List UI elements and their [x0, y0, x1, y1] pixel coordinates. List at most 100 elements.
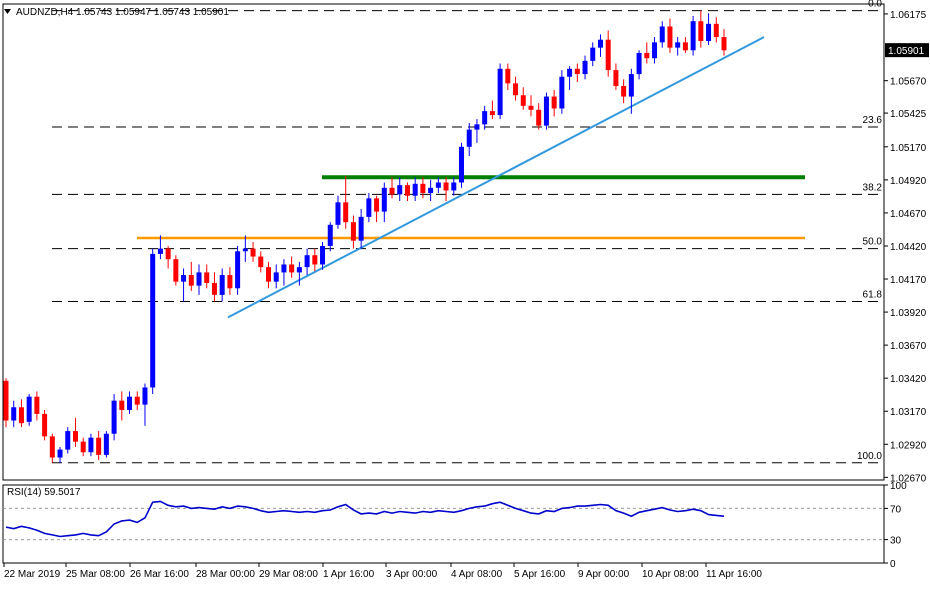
candle-body: [265, 267, 271, 282]
candle-body: [57, 449, 63, 458]
time-tick-label: 29 Mar 08:00: [259, 569, 318, 580]
price-tick-label: 1.04170: [890, 275, 927, 286]
time-tick-label: 4 Apr 08:00: [451, 569, 503, 580]
candle-body: [142, 387, 148, 405]
candle-body: [204, 272, 210, 283]
fib-level-label: 0.0: [868, 0, 882, 10]
candle-body: [644, 52, 650, 59]
rsi-pane[interactable]: 100 70 30 0: [2, 481, 907, 570]
candle-body: [250, 248, 256, 257]
support-resistance-lines: [137, 175, 805, 240]
fibonacci-levels: 0.0 23.6 38.2 50.0 61.8 100.0: [52, 0, 883, 464]
candle-body: [389, 187, 395, 195]
candle-body: [443, 182, 449, 191]
last-price-tag: [885, 43, 929, 58]
candle-body: [96, 437, 102, 455]
price-tick-label: 1.03170: [890, 407, 927, 418]
time-tick-label: 10 Apr 08:00: [642, 569, 699, 580]
candle-body: [505, 68, 511, 84]
candle-body: [304, 255, 310, 268]
candle-body: [706, 23, 712, 42]
time-tick-label: 11 Apr 16:00: [706, 569, 762, 580]
candle-body: [698, 21, 704, 42]
time-tick-label: 25 Mar 08:00: [66, 569, 125, 580]
candle-body: [227, 275, 233, 289]
fib-level-label: 50.0: [863, 237, 883, 248]
candle-body: [350, 222, 356, 241]
candle-body: [11, 407, 17, 421]
candle-body: [188, 275, 194, 286]
price-tick-label: 1.04420: [890, 242, 927, 253]
candle-body: [513, 83, 519, 96]
candle-body: [420, 183, 426, 194]
candle-body: [652, 42, 658, 59]
candle-body: [327, 224, 333, 246]
time-tick-label: 9 Apr 00:00: [578, 569, 630, 580]
candle-body: [621, 85, 627, 97]
main-chart-pane[interactable]: [2, 3, 885, 481]
candle-body: [49, 436, 55, 458]
candle-body: [88, 437, 94, 453]
candle-body: [289, 264, 295, 273]
rsi-line: [5, 500, 725, 538]
candle-body: [366, 198, 372, 217]
candle-body: [559, 76, 565, 109]
candle-body: [489, 111, 495, 116]
candle-body: [80, 441, 86, 453]
price-axis[interactable]: 1.06175 1.05670 1.05425 1.05170 1.04920 1.046…: [884, 10, 929, 484]
chart-title: AUDNZD,H4 1.05743 1.05947 1.05743 1.0590…: [16, 7, 229, 18]
rsi-label: RSI(14) 59.5017: [7, 487, 81, 498]
price-tick-label: 1.03420: [890, 374, 927, 385]
time-tick-label: 3 Apr 00:00: [386, 569, 438, 580]
time-axis[interactable]: 22 Mar 2019 25 Mar 08:00 26 Mar 16:00 28 Ma…: [3, 563, 762, 580]
candle-body: [111, 400, 117, 434]
candle-body: [675, 42, 681, 48]
candle-body: [659, 26, 665, 43]
candle-body: [26, 396, 32, 422]
candle-body: [42, 413, 48, 437]
candle-body: [520, 95, 526, 106]
candle-body: [543, 96, 549, 126]
candle-body: [219, 275, 225, 295]
candle-body: [636, 52, 642, 75]
main-pane-border: [2, 3, 885, 481]
price-tick-label: 1.02920: [890, 440, 927, 451]
candle-body: [613, 70, 619, 86]
candle-body: [574, 68, 580, 75]
candle-body: [435, 182, 441, 188]
trend-line-layer: [227, 36, 765, 319]
time-tick-label: 5 Apr 16:00: [514, 569, 566, 580]
candle-body: [3, 380, 9, 421]
candle-body: [590, 47, 596, 61]
candle-body: [235, 251, 241, 289]
candle-body: [451, 182, 457, 191]
candle-body: [497, 68, 503, 116]
candle-body: [682, 42, 688, 51]
candle-body: [72, 431, 78, 442]
candle-body: [103, 433, 109, 455]
candle-body: [713, 23, 719, 38]
candle-body: [690, 21, 696, 51]
candle-body: [482, 111, 488, 125]
candle-body: [397, 185, 403, 195]
candle-body: [181, 275, 187, 282]
candle-body: [258, 256, 264, 268]
candle-body: [667, 26, 673, 48]
candlesticks: [3, 10, 727, 463]
trend-line: [227, 36, 765, 319]
chevron-down-icon[interactable]: [4, 9, 11, 14]
price-tick-label: 1.06175: [890, 10, 927, 21]
time-tick-label: 26 Mar 16:00: [130, 569, 189, 580]
candle-body: [242, 248, 248, 252]
candle-body: [536, 109, 542, 126]
candle-body: [551, 96, 557, 109]
candle-body: [312, 255, 318, 265]
price-tick-label: 1.05425: [890, 109, 927, 120]
rsi-tick-label: 70: [890, 504, 902, 515]
candle-body: [173, 259, 179, 282]
time-tick-label: 22 Mar 2019: [4, 569, 61, 580]
candle-body: [273, 272, 279, 282]
candle-body: [211, 282, 217, 295]
